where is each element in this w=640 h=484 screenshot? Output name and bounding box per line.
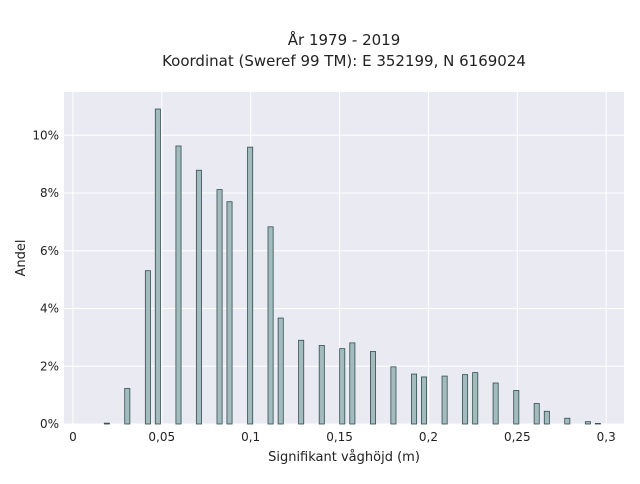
x-tick-label: 0,05 bbox=[148, 430, 175, 444]
histogram-bar bbox=[277, 317, 284, 425]
histogram-bar bbox=[390, 366, 397, 425]
y-tick-label: 6% bbox=[40, 244, 59, 258]
y-axis-label: Andel bbox=[14, 240, 29, 277]
x-axis-label: Signifikant våghöjd (m) bbox=[268, 450, 420, 465]
x-tick-label: 0,1 bbox=[241, 430, 260, 444]
histogram-bar bbox=[175, 145, 182, 425]
histogram-bar bbox=[411, 373, 418, 425]
histogram-bar bbox=[421, 376, 427, 425]
histogram-bar bbox=[226, 201, 233, 425]
y-tick-label: 8% bbox=[40, 186, 59, 200]
y-tick-label: 0% bbox=[40, 417, 59, 431]
histogram-bar bbox=[441, 375, 448, 425]
y-axis-ticks: 0% 2% 4% 6% 8% 10% bbox=[32, 128, 59, 431]
histogram-bar bbox=[216, 189, 223, 425]
histogram-bar bbox=[195, 169, 202, 425]
histogram-bar bbox=[543, 410, 550, 425]
histogram-bar bbox=[154, 108, 161, 425]
bars bbox=[103, 108, 601, 425]
histogram-bar bbox=[513, 390, 520, 425]
x-tick-label: 0,2 bbox=[419, 430, 438, 444]
histogram-bar bbox=[492, 382, 499, 425]
chart-title-line-1: År 1979 - 2019 bbox=[288, 30, 401, 49]
histogram-bar bbox=[349, 342, 356, 425]
x-axis-ticks: 0 0,05 0,1 0,15 0,2 0,25 0,3 bbox=[69, 430, 616, 444]
y-tick-label: 4% bbox=[40, 302, 59, 316]
x-tick-label: 0 bbox=[69, 430, 77, 444]
histogram-bar bbox=[318, 345, 325, 425]
histogram-bar bbox=[103, 422, 110, 425]
histogram-bar bbox=[298, 339, 305, 425]
y-tick-label: 2% bbox=[40, 359, 59, 373]
histogram-bar bbox=[594, 423, 601, 425]
x-tick-label: 0,15 bbox=[326, 430, 353, 444]
histogram-bar bbox=[124, 388, 131, 425]
y-tick-label: 10% bbox=[32, 128, 59, 142]
chart-title-line-2: Koordinat (Sweref 99 TM): E 352199, N 61… bbox=[162, 52, 526, 70]
x-tick-label: 0,3 bbox=[597, 430, 616, 444]
histogram-bar bbox=[462, 374, 469, 425]
x-tick-label: 0,25 bbox=[504, 430, 531, 444]
histogram-bar bbox=[533, 403, 540, 425]
histogram-bar bbox=[144, 270, 151, 425]
histogram-bar bbox=[369, 351, 376, 425]
histogram-bar bbox=[267, 226, 274, 425]
histogram-bar bbox=[472, 372, 479, 425]
histogram-bar bbox=[247, 146, 254, 425]
histogram-bar bbox=[584, 421, 591, 425]
histogram-bar bbox=[564, 417, 571, 425]
histogram-bar bbox=[339, 348, 346, 425]
